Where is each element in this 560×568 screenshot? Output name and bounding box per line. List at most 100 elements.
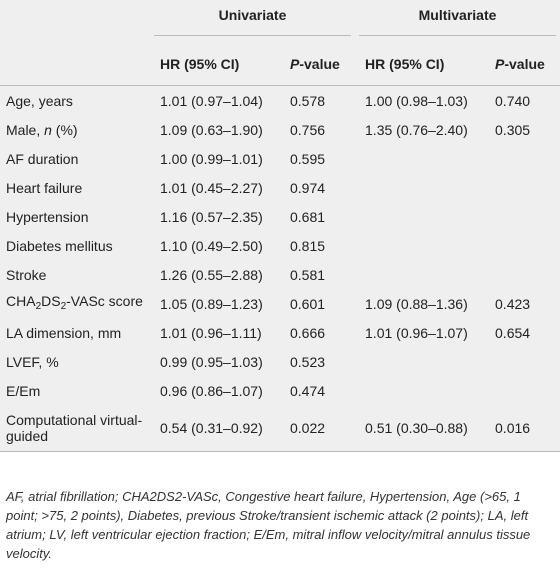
table-row: Diabetes mellitus 1.10 (0.49–2.50) 0.815 [0, 231, 560, 260]
row-label: Male, n (%) [0, 115, 150, 144]
cell: 0.654 [495, 324, 531, 341]
column-header: P-value [290, 43, 356, 86]
text-run: LVEF, % [6, 353, 59, 370]
cell: 1.09 (0.63–1.90) [160, 121, 263, 138]
cell [495, 347, 560, 376]
row-label: Hypertension [0, 202, 150, 231]
column-header: HR (95% CI) [150, 43, 290, 86]
cell: 1.09 (0.88–1.36) [365, 295, 468, 312]
cell: 1.01 (0.96–1.11) [160, 324, 262, 341]
text-run: (%) [51, 121, 78, 138]
cell: 0.016 [495, 405, 560, 452]
cell: 0.740 [495, 92, 531, 109]
row-label: Age, years [0, 86, 150, 116]
cell: 1.01 (0.45–2.27) [160, 179, 263, 196]
text-run: P [290, 56, 300, 72]
text-run: -VASc score [66, 292, 143, 309]
row-label: AF duration [0, 144, 150, 173]
corner [0, 43, 150, 86]
cell: 1.05 (0.89–1.23) [160, 295, 263, 312]
cell: 0.96 (0.86–1.07) [160, 382, 263, 399]
cell: 0.581 [290, 266, 326, 283]
row-label: CHA2DS2-VASc score [0, 289, 150, 318]
cell: 0.99 (0.95–1.03) [160, 353, 263, 370]
row-label: Heart failure [0, 173, 150, 202]
row-label: LA dimension, mm [0, 318, 150, 347]
column-header: P-value [495, 43, 560, 86]
cell [495, 173, 560, 202]
table-body: Age, years 1.01 (0.97–1.04) 0.578 1.00 (0.9… [0, 86, 560, 452]
cell: 0.51 (0.30–0.88) [355, 405, 496, 452]
table-row: AF duration 1.00 (0.99–1.01) 0.595 [0, 144, 560, 173]
text-run: 2 [35, 300, 42, 312]
cell: 0.578 [290, 92, 326, 109]
cell: 1.35 (0.76–2.40) [365, 121, 468, 138]
column-header: HR (95% CI) [355, 43, 496, 86]
cell [495, 231, 560, 260]
text-run: E/Em [6, 382, 41, 399]
row-label: LVEF, % [0, 347, 150, 376]
corner [0, 0, 150, 43]
group-title: Multivariate [359, 7, 557, 36]
table-row: LVEF, % 0.99 (0.95–1.03) 0.523 [0, 347, 560, 376]
cell: 1.00 (0.99–1.01) [160, 150, 263, 167]
cell: 0.54 (0.31–0.92) [150, 405, 290, 452]
text-run: AF duration [6, 150, 79, 167]
text-run: Diabetes mellitus [6, 237, 113, 254]
table-row: E/Em 0.96 (0.86–1.07) 0.474 [0, 376, 560, 405]
row-label: Computational virtual-guided [0, 405, 150, 452]
cell: 0.305 [495, 121, 531, 138]
cell: 1.01 (0.97–1.04) [160, 92, 263, 109]
cell [355, 202, 495, 231]
table-row: LA dimension, mm 1.01 (0.96–1.11) 0.666 1.0… [0, 318, 560, 347]
cell: 1.26 (0.55–2.88) [160, 266, 263, 283]
results-table: Univariate Multivariate HR (95% CI) P-va… [0, 0, 560, 452]
row-label: Diabetes mellitus [0, 231, 150, 260]
text-run: -value [299, 56, 340, 72]
text-run: LA dimension, mm [6, 324, 122, 341]
table-row: Hypertension 1.16 (0.57–2.35) 0.681 [0, 202, 560, 231]
table-row: Male, n (%) 1.09 (0.63–1.90) 0.756 1.35 (0.… [0, 115, 560, 144]
cell: 0.474 [290, 382, 326, 399]
text-run: n [44, 121, 52, 138]
cell: 0.974 [290, 179, 326, 196]
cell [495, 376, 560, 405]
text-run: Stroke [6, 266, 47, 283]
cell [355, 144, 495, 173]
cell [495, 202, 560, 231]
cell: 0.601 [290, 295, 326, 312]
cell [495, 144, 560, 173]
row-label: Stroke [0, 260, 150, 289]
cell: 1.16 (0.57–2.35) [160, 208, 263, 225]
cell: 0.756 [290, 121, 326, 138]
cell [355, 173, 495, 202]
cell [355, 347, 495, 376]
table-row: Stroke 1.26 (0.55–2.88) 0.581 [0, 260, 560, 289]
cell: 0.681 [290, 208, 326, 225]
row-label: E/Em [0, 376, 150, 405]
text-run: Male, [6, 121, 45, 138]
text-run: Heart failure [6, 179, 83, 196]
cell: 0.423 [495, 295, 531, 312]
cell [495, 260, 560, 289]
cell: 0.595 [290, 150, 326, 167]
group-header: Univariate [150, 0, 355, 43]
cell: 0.815 [290, 237, 326, 254]
cell: 0.523 [290, 353, 326, 370]
cell [355, 231, 495, 260]
text-run: Age, years [6, 92, 73, 109]
cell [355, 260, 495, 289]
table-row: Heart failure 1.01 (0.45–2.27) 0.974 [0, 173, 560, 202]
cell: 1.10 (0.49–2.50) [160, 237, 263, 254]
cell [355, 376, 495, 405]
text-run: 2 [60, 300, 67, 312]
text-run: -value [504, 56, 545, 72]
text-run: DS [41, 292, 61, 309]
table-row: CHA2DS2-VASc score 1.05 (0.89–1.23) 0.601 1… [0, 289, 560, 318]
text-run: CHA [6, 292, 36, 309]
cell: 1.00 (0.98–1.03) [365, 92, 468, 109]
text-run: Hypertension [6, 208, 89, 225]
cell: 0.666 [290, 324, 326, 341]
cell: 1.01 (0.96–1.07) [365, 324, 468, 341]
